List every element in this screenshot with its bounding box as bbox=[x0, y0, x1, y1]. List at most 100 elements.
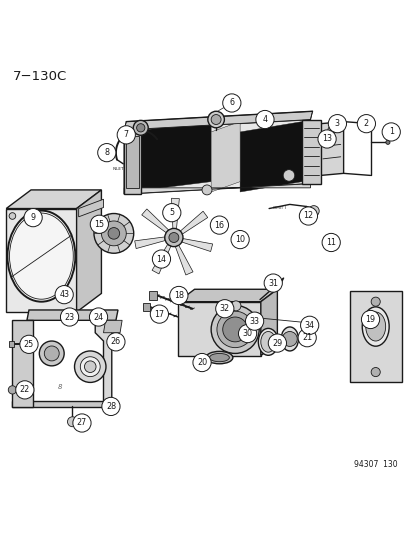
Text: 16: 16 bbox=[214, 221, 224, 230]
Text: 9: 9 bbox=[31, 213, 36, 222]
Text: 3: 3 bbox=[334, 119, 339, 128]
Circle shape bbox=[361, 310, 379, 329]
Circle shape bbox=[60, 308, 78, 326]
Circle shape bbox=[117, 126, 135, 144]
Circle shape bbox=[211, 115, 221, 125]
Text: INLET: INLET bbox=[113, 167, 124, 171]
Text: 31: 31 bbox=[268, 279, 278, 288]
Circle shape bbox=[370, 297, 379, 306]
Polygon shape bbox=[171, 198, 179, 229]
Circle shape bbox=[169, 232, 178, 243]
Circle shape bbox=[94, 214, 133, 253]
Ellipse shape bbox=[206, 351, 233, 364]
Circle shape bbox=[268, 334, 286, 352]
Text: OMIT I: OMIT I bbox=[273, 206, 285, 211]
Circle shape bbox=[202, 185, 211, 195]
Polygon shape bbox=[124, 130, 140, 194]
Circle shape bbox=[263, 274, 282, 292]
Text: 20: 20 bbox=[197, 358, 206, 367]
Circle shape bbox=[317, 130, 335, 148]
Circle shape bbox=[97, 143, 116, 161]
Text: 43: 43 bbox=[59, 290, 69, 299]
Polygon shape bbox=[128, 122, 211, 192]
Circle shape bbox=[169, 286, 188, 304]
Text: 8: 8 bbox=[104, 148, 109, 157]
Text: 15: 15 bbox=[94, 220, 104, 229]
Circle shape bbox=[74, 351, 106, 382]
Circle shape bbox=[16, 381, 34, 399]
Text: 34: 34 bbox=[304, 321, 314, 330]
Ellipse shape bbox=[209, 353, 229, 362]
Circle shape bbox=[308, 206, 318, 216]
Circle shape bbox=[356, 115, 375, 133]
Polygon shape bbox=[6, 190, 101, 208]
Circle shape bbox=[245, 312, 263, 330]
Ellipse shape bbox=[7, 211, 75, 302]
Circle shape bbox=[216, 311, 253, 348]
Circle shape bbox=[107, 333, 125, 351]
Circle shape bbox=[73, 414, 91, 432]
Ellipse shape bbox=[361, 307, 388, 346]
Circle shape bbox=[67, 417, 77, 427]
Circle shape bbox=[102, 397, 120, 416]
Circle shape bbox=[101, 221, 126, 246]
Polygon shape bbox=[149, 290, 157, 301]
Text: 11: 11 bbox=[325, 238, 335, 247]
Circle shape bbox=[238, 325, 256, 343]
Circle shape bbox=[55, 286, 73, 304]
Circle shape bbox=[108, 228, 119, 239]
Text: 7−130C: 7−130C bbox=[12, 70, 66, 83]
Circle shape bbox=[328, 115, 346, 133]
Circle shape bbox=[252, 316, 258, 321]
Text: 4: 4 bbox=[262, 115, 267, 124]
Circle shape bbox=[297, 329, 316, 347]
Circle shape bbox=[321, 233, 339, 252]
Polygon shape bbox=[181, 239, 212, 252]
Text: 26: 26 bbox=[111, 337, 121, 346]
Circle shape bbox=[8, 386, 17, 394]
Circle shape bbox=[385, 140, 389, 144]
Circle shape bbox=[164, 229, 183, 247]
Polygon shape bbox=[178, 302, 260, 356]
Text: 7: 7 bbox=[123, 131, 128, 139]
Polygon shape bbox=[301, 119, 320, 184]
Circle shape bbox=[327, 126, 334, 133]
Circle shape bbox=[66, 314, 73, 320]
Circle shape bbox=[89, 308, 107, 326]
Circle shape bbox=[300, 316, 318, 334]
Circle shape bbox=[44, 346, 59, 361]
Text: 17: 17 bbox=[154, 310, 164, 319]
Circle shape bbox=[282, 332, 297, 346]
Ellipse shape bbox=[258, 328, 278, 356]
Text: 21: 21 bbox=[301, 333, 311, 342]
Text: 32: 32 bbox=[219, 304, 229, 313]
Circle shape bbox=[210, 216, 228, 234]
Polygon shape bbox=[124, 111, 312, 130]
Text: 28: 28 bbox=[106, 402, 116, 411]
Polygon shape bbox=[12, 401, 116, 407]
Text: 6: 6 bbox=[229, 99, 234, 108]
Polygon shape bbox=[349, 292, 401, 382]
Polygon shape bbox=[76, 190, 101, 312]
Circle shape bbox=[299, 207, 317, 225]
Circle shape bbox=[20, 335, 38, 353]
Text: 14: 14 bbox=[156, 255, 166, 263]
Polygon shape bbox=[103, 320, 122, 333]
Text: 23: 23 bbox=[64, 312, 74, 321]
Text: 13: 13 bbox=[321, 134, 331, 143]
Circle shape bbox=[282, 169, 294, 181]
Text: 24: 24 bbox=[93, 312, 103, 321]
Text: 19: 19 bbox=[365, 315, 375, 324]
Polygon shape bbox=[6, 208, 76, 312]
Polygon shape bbox=[78, 199, 103, 217]
Polygon shape bbox=[175, 245, 192, 275]
Circle shape bbox=[303, 318, 315, 330]
Polygon shape bbox=[141, 209, 168, 233]
Polygon shape bbox=[143, 303, 150, 311]
Circle shape bbox=[133, 120, 148, 135]
Polygon shape bbox=[9, 341, 14, 347]
Text: 29: 29 bbox=[272, 338, 282, 348]
Polygon shape bbox=[124, 184, 310, 194]
Circle shape bbox=[215, 300, 233, 318]
Ellipse shape bbox=[280, 327, 298, 351]
